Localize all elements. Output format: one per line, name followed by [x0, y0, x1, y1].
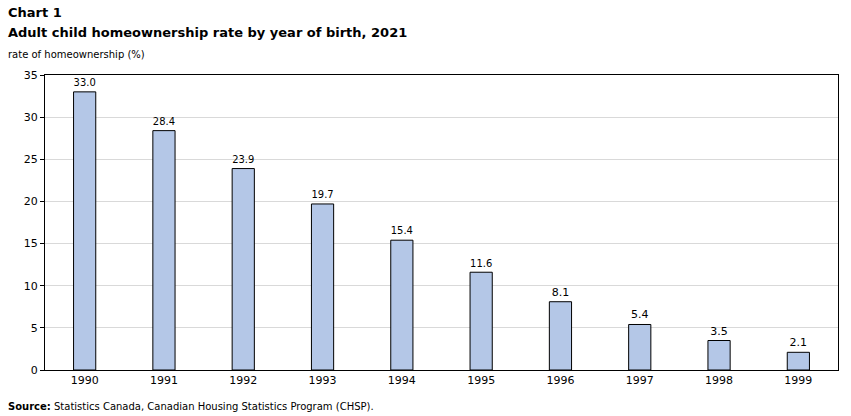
svg-text:3.5: 3.5 — [710, 325, 728, 338]
svg-text:Source: Statistics Canada, Can: Source: Statistics Canada, Canadian Hous… — [8, 401, 374, 412]
svg-text:1996: 1996 — [546, 374, 574, 387]
svg-text:5: 5 — [31, 322, 38, 335]
svg-text:1993: 1993 — [309, 374, 337, 387]
svg-text:33.0: 33.0 — [74, 77, 96, 88]
svg-text:15: 15 — [24, 237, 38, 250]
svg-text:1992: 1992 — [229, 374, 257, 387]
svg-text:1995: 1995 — [467, 374, 495, 387]
svg-text:23.9: 23.9 — [232, 154, 254, 165]
svg-text:Adult child homeownership rate: Adult child homeownership rate by year o… — [8, 25, 407, 40]
svg-text:8.1: 8.1 — [552, 286, 570, 299]
svg-text:28.4: 28.4 — [153, 116, 175, 127]
svg-text:25: 25 — [24, 153, 38, 166]
svg-text:1991: 1991 — [150, 374, 178, 387]
svg-text:1999: 1999 — [784, 374, 812, 387]
svg-text:1998: 1998 — [705, 374, 733, 387]
svg-text:0: 0 — [31, 364, 38, 377]
svg-text:rate of homeownership (%): rate of homeownership (%) — [8, 49, 145, 60]
svg-text:Chart 1: Chart 1 — [8, 5, 62, 20]
svg-text:5.4: 5.4 — [631, 308, 649, 321]
svg-text:10: 10 — [24, 280, 38, 293]
svg-text:30: 30 — [24, 111, 38, 124]
svg-text:15.4: 15.4 — [391, 225, 413, 236]
svg-text:19.7: 19.7 — [311, 189, 333, 200]
svg-text:11.6: 11.6 — [470, 258, 492, 269]
svg-text:35: 35 — [24, 69, 38, 82]
svg-text:2.1: 2.1 — [790, 336, 808, 349]
svg-text:20: 20 — [24, 195, 38, 208]
svg-text:1990: 1990 — [71, 374, 99, 387]
svg-text:1997: 1997 — [626, 374, 654, 387]
svg-text:1994: 1994 — [388, 374, 416, 387]
